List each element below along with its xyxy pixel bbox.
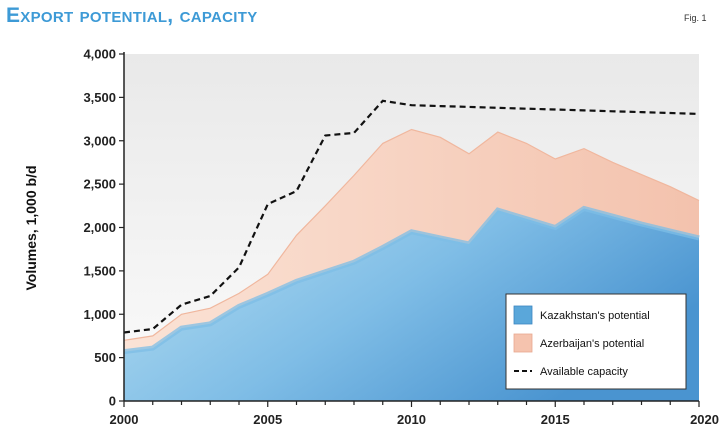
x-tick-label: 2010	[397, 412, 426, 427]
y-tick-label: 2,500	[83, 177, 116, 192]
y-tick-label: 3,500	[83, 90, 116, 105]
y-tick-label: 1,500	[83, 263, 116, 278]
area-azerbaijan-edge	[123, 128, 700, 341]
area-azerbaijan-potential	[124, 129, 699, 352]
y-tick-label: 0	[109, 394, 116, 409]
x-tick-label: 2020	[690, 412, 719, 427]
x-tick-label: 2000	[110, 412, 139, 427]
y-tick-label: 2,000	[83, 220, 116, 235]
legend-swatch-kazakhstan	[513, 305, 533, 325]
y-axis-label: Volumes, 1,000 b/d	[23, 165, 39, 290]
y-tick-label: 4,000	[83, 47, 116, 62]
legend-swatch-azerbaijan	[513, 333, 533, 353]
legend-box	[505, 293, 687, 390]
line-available-capacity	[123, 99, 700, 334]
y-tick-label: 500	[94, 350, 116, 365]
y-tick-label: 3,000	[83, 133, 116, 148]
legend-label: Available capacity	[540, 366, 628, 378]
figure-label: Fig. 1	[684, 13, 707, 23]
chart-title: Export potential, capacity	[6, 4, 258, 27]
area-kazakhstan-edge	[123, 205, 700, 355]
legend-label: Azerbaijan's potential	[540, 338, 644, 350]
x-tick-label: 2005	[253, 412, 282, 427]
x-tick-label: 2015	[541, 412, 570, 427]
y-tick-label: 1,000	[83, 307, 116, 322]
legend-label: Kazakhstan's potential	[540, 310, 650, 322]
